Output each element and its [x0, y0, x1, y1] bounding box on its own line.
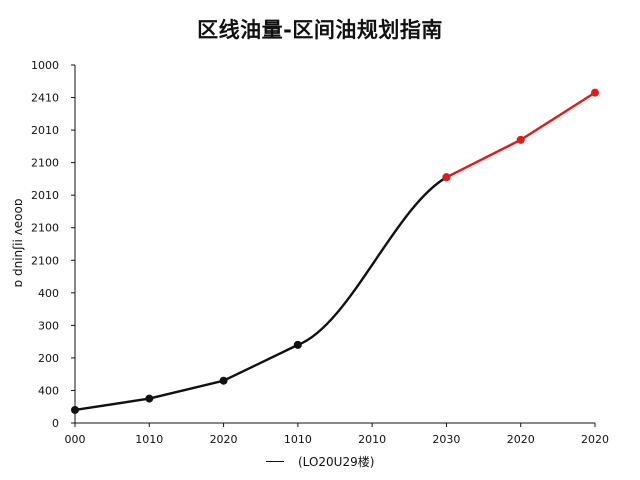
x-tick-label: 2010 — [358, 433, 386, 446]
data-point — [591, 88, 599, 97]
x-tick-label: 2030 — [432, 433, 460, 446]
y-tick-label: 400 — [38, 384, 59, 397]
y-tick-label: 2410 — [31, 92, 59, 105]
legend: (LO20U29楼) — [266, 453, 374, 470]
y-tick-label: 2100 — [31, 157, 59, 170]
x-axis-ticks: 000 1010 2020 1010 2010 2030 2020 2020 — [65, 423, 609, 446]
y-tick-label: 2100 — [31, 222, 59, 235]
data-point — [71, 405, 79, 414]
series-line — [445, 91, 596, 179]
y-tick-label: 2010 — [31, 124, 59, 137]
data-point — [293, 340, 302, 349]
x-tick-label: 1010 — [284, 433, 312, 446]
y-tick-label: 300 — [38, 319, 59, 332]
y-tick-label: 2010 — [31, 189, 59, 202]
data-point — [442, 173, 451, 182]
y-axis-ticks: 0 400 200 300 400 2100 2100 2010 2100 2010 2410 100… — [31, 59, 75, 430]
x-tick-label: 2020 — [581, 433, 609, 446]
chart-axes — [74, 65, 595, 424]
legend-label: (LO20U29楼) — [298, 455, 375, 469]
legend-swatch — [266, 461, 284, 462]
data-point — [145, 394, 154, 403]
x-tick-label: 2020 — [210, 433, 238, 446]
y-tick-label: 200 — [38, 352, 59, 365]
y-tick-label: 2100 — [31, 254, 59, 267]
series-line — [74, 176, 448, 412]
series-points — [71, 88, 599, 414]
x-tick-label: 000 — [65, 433, 86, 446]
y-tick-label: 0 — [52, 417, 59, 430]
data-point — [516, 135, 525, 144]
chart-title: 区线油量-区间油规划指南 — [197, 18, 443, 42]
x-tick-label: 1010 — [135, 433, 163, 446]
data-point — [219, 376, 228, 385]
x-tick-label: 2020 — [507, 433, 535, 446]
y-tick-label: 400 — [38, 287, 59, 300]
y-tick-label: 1000 — [31, 59, 59, 72]
